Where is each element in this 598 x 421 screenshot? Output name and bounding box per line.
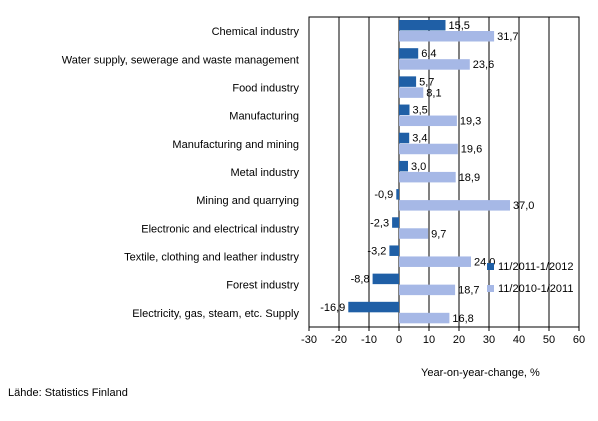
x-axis: -30 -20 -10 0 10 20 30 40 50 60 — [301, 16, 585, 346]
category-label: Food industry — [232, 82, 299, 94]
data-label: 18,7 — [458, 285, 479, 297]
category-label: Manufacturing — [229, 111, 299, 123]
x-tick-label: 20 — [453, 334, 465, 346]
data-label: 6,4 — [421, 48, 436, 60]
bar — [399, 115, 457, 127]
bar — [399, 160, 408, 172]
bar — [348, 301, 399, 313]
data-label: 9,7 — [431, 228, 446, 240]
data-label: 23,6 — [473, 59, 494, 71]
x-tick-label: 30 — [483, 334, 495, 346]
legend-swatch — [487, 263, 494, 270]
x-tick-label: 60 — [573, 334, 585, 346]
x-tick-label: 40 — [513, 334, 525, 346]
category-label: Chemical industry — [212, 26, 300, 38]
bar — [389, 245, 399, 256]
category-label: Electronic and electrical industry — [141, 223, 299, 235]
x-tick-label: -10 — [361, 334, 377, 346]
bar — [399, 171, 456, 183]
bar — [399, 104, 410, 116]
data-label: -2,3 — [370, 217, 389, 229]
bar — [399, 200, 510, 211]
category-label: Manufacturing and mining — [172, 139, 299, 151]
data-label: -8,8 — [351, 274, 370, 286]
data-label: 5,7 — [419, 76, 434, 88]
category-label: Textile, clothing and leather industry — [124, 252, 299, 264]
data-label: 19,6 — [461, 144, 482, 156]
category-label: Electricity, gas, steam, etc. Supply — [132, 308, 299, 320]
bar — [399, 31, 495, 42]
bar — [399, 20, 446, 31]
bar — [399, 284, 456, 296]
legend: 11/2011-1/2012 11/2010-1/2011 — [487, 261, 573, 295]
bar — [399, 256, 471, 267]
category-label: Mining and quarrying — [196, 195, 299, 207]
x-tick-label: -30 — [301, 334, 317, 346]
data-label: 8,1 — [426, 87, 441, 99]
data-label: 18,9 — [459, 172, 480, 184]
bar — [372, 273, 399, 285]
data-label: -3,2 — [367, 245, 386, 257]
data-labels: 15,5 31,7 6,4 23,6 5,78,1 3,5 19,3 3,4 19,6 3,0 18… — [320, 20, 534, 325]
bar — [399, 76, 417, 87]
data-label: 15,5 — [449, 20, 470, 32]
bars — [348, 20, 510, 324]
bar — [399, 132, 410, 144]
data-label: 16,8 — [452, 313, 473, 325]
x-tick-label: 0 — [396, 334, 402, 346]
data-label: 3,0 — [411, 161, 426, 173]
bar — [392, 217, 399, 228]
data-label: 3,5 — [413, 105, 428, 117]
data-label: 37,0 — [513, 200, 534, 212]
data-label: 3,4 — [412, 133, 427, 145]
category-labels: Chemical industry Water supply, sewerage … — [62, 26, 300, 320]
source-note: Lähde: Statistics Finland — [8, 387, 128, 399]
bar — [399, 312, 450, 324]
data-label: 19,3 — [460, 116, 481, 128]
plot-frame — [308, 16, 580, 328]
bar — [399, 48, 419, 59]
legend-label: 11/2011-1/2012 — [498, 261, 573, 273]
bar — [399, 143, 458, 155]
data-label: 31,7 — [497, 31, 518, 43]
legend-swatch — [487, 285, 494, 292]
bar — [399, 59, 470, 70]
data-label: -0,9 — [374, 189, 393, 201]
x-tick-label: 50 — [543, 334, 555, 346]
x-tick-label: -20 — [331, 334, 347, 346]
category-label: Metal industry — [231, 167, 300, 179]
category-label: Water supply, sewerage and waste managem… — [62, 54, 299, 66]
bar — [396, 189, 399, 200]
bar — [399, 87, 424, 98]
category-label: Forest industry — [226, 280, 299, 292]
legend-label: 11/2010-1/2011 — [498, 283, 573, 295]
x-tick-label: 10 — [423, 334, 435, 346]
data-label: -16,9 — [320, 302, 345, 314]
bar — [399, 228, 429, 239]
x-axis-label: Year-on-year-change, % — [421, 367, 540, 379]
